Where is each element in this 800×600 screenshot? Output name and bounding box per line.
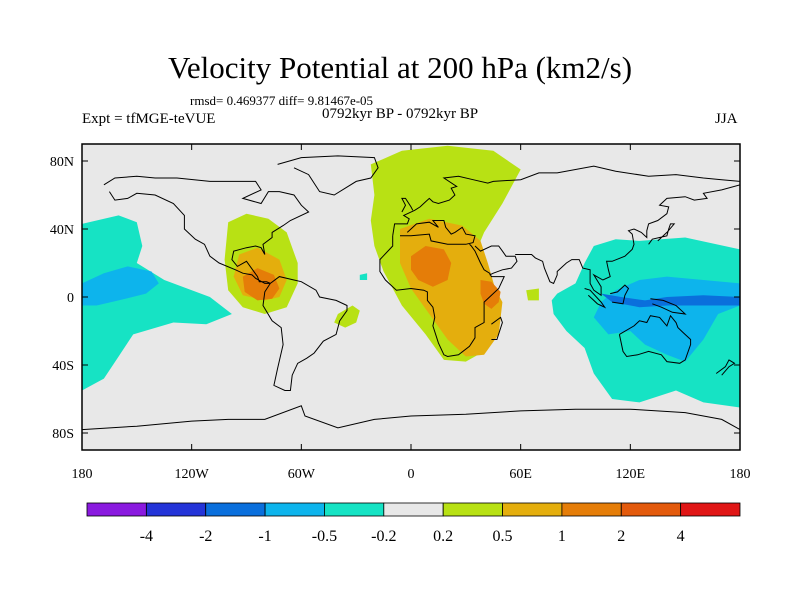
colorbar-swatch [680, 502, 741, 517]
contour-region-8 [334, 305, 360, 328]
colorbar-swatch [383, 502, 444, 517]
coastline-7 [515, 184, 740, 297]
coastline-13 [648, 223, 676, 245]
colorbar-swatch [502, 502, 563, 517]
rmsd-diff-stats: rmsd= 0.469377 diff= 9.81467e-05 [190, 93, 374, 108]
colorbar-label: 0.2 [433, 528, 453, 545]
experiment-label: Expt = tfMGE-teVUE [82, 111, 216, 127]
colorbar-swatch [205, 502, 266, 517]
contour-region-9 [526, 288, 539, 301]
y-tick-label: 0 [67, 291, 74, 306]
contour-region-10 [82, 215, 232, 391]
colorbar-label: 2 [617, 528, 625, 545]
colorbar-label: 1 [558, 528, 566, 545]
contour-region-11 [82, 266, 159, 306]
colorbar-swatch [264, 502, 325, 517]
x-tick-label: 180 [730, 467, 751, 482]
coastline-8 [618, 314, 692, 364]
coastline-16 [715, 359, 736, 376]
x-tick-label: 0 [408, 467, 415, 482]
colorbar-label: -1 [258, 528, 271, 545]
coastline-4 [400, 220, 476, 245]
colorbar-label: 4 [677, 528, 685, 545]
colorbar-label: -0.5 [312, 528, 337, 545]
coastline-12 [650, 298, 687, 315]
y-tick-label: 80S [52, 427, 74, 442]
y-tick-label: 80N [50, 155, 74, 170]
colorbar-label: -4 [140, 528, 153, 545]
contour-region-14 [601, 293, 740, 308]
coastline-1 [103, 175, 348, 391]
time-period-label: 0792kyr BP - 0792kyr BP [322, 106, 479, 122]
y-tick-label: 40S [52, 359, 74, 374]
coastline-6 [474, 245, 518, 276]
contour-region-6 [411, 246, 452, 287]
colorbar-swatch [620, 502, 682, 517]
colorbar-label: -0.2 [371, 528, 396, 545]
coastline-2 [277, 155, 379, 196]
season-label: JJA [715, 111, 738, 127]
colorbar-swatch [145, 502, 207, 517]
contour-region-7 [480, 280, 501, 309]
y-tick-label: 40N [50, 223, 74, 238]
coastline-3 [392, 165, 740, 236]
colorbar-swatch [442, 502, 503, 517]
colorbar-label: 0.5 [493, 528, 513, 545]
coastline-14 [401, 197, 414, 213]
colorbar-swatch [561, 502, 622, 517]
coastline-9 [491, 316, 503, 340]
coastline-11 [610, 284, 630, 305]
colorbar-swatch [86, 502, 147, 517]
colorbar-label: -2 [199, 528, 212, 545]
x-tick-label: 120W [175, 467, 210, 482]
x-tick-label: 180 [72, 467, 93, 482]
contour-region-3 [242, 268, 280, 301]
coastline-10 [584, 288, 607, 309]
x-tick-label: 120E [616, 467, 646, 482]
x-tick-label: 60E [509, 467, 532, 482]
contour-region-15 [359, 273, 368, 280]
chart-title: Velocity Potential at 200 hPa (km2/s) [167, 50, 633, 85]
coastline-15 [82, 405, 740, 431]
colorbar-swatch [324, 502, 385, 517]
x-tick-label: 60W [288, 467, 316, 482]
